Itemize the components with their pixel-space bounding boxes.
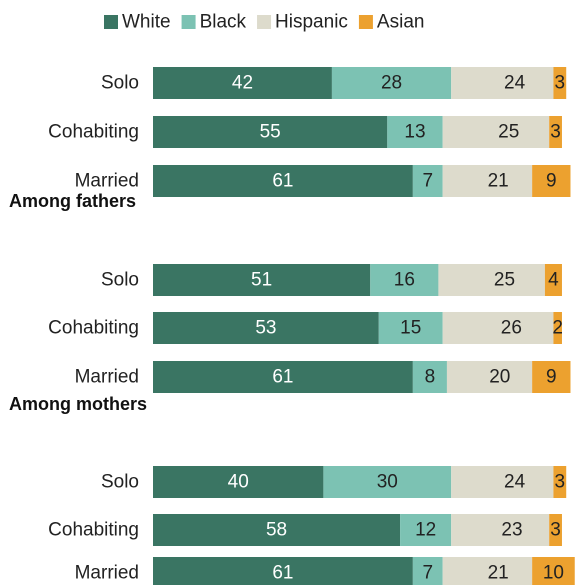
category-label-married: Married [75,563,139,584]
data-label-hispanic: 20 [489,367,510,388]
data-label-hispanic: 21 [488,563,509,584]
data-label-hispanic: 26 [501,318,522,339]
data-label-black: 8 [425,367,436,388]
data-label-black: 16 [394,270,415,291]
bar-segment-white [153,514,401,546]
data-label-white: 42 [232,73,253,94]
group-title-2: Among mothers [9,394,147,414]
data-label-hispanic: 21 [488,171,509,192]
legend-label-white: White [122,12,171,33]
group-title-1: Among fathers [9,191,136,211]
bar-segment-white [153,264,371,296]
bar-segment-hispanic [451,514,550,546]
data-label-white: 55 [260,122,281,143]
bar-segment-hispanic [442,165,533,197]
category-label-cohabiting: Cohabiting [48,520,139,541]
data-label-white: 58 [266,520,287,541]
bar-segment-asian [532,557,575,585]
legend-label-hispanic: Hispanic [275,12,348,33]
category-label-solo: Solo [101,472,139,493]
bar-segment-black [412,361,447,393]
bar-segment-asian [532,361,571,393]
bar-segment-asian [544,264,562,296]
bar-segment-white [153,165,413,197]
bar-segment-white [153,67,332,99]
data-label-hispanic: 24 [504,73,526,94]
bar-segment-asian [553,67,567,99]
bar-segment-black [331,67,452,99]
category-label-married: Married [75,171,139,192]
category-label-cohabiting: Cohabiting [48,122,139,143]
bar-segment-hispanic [442,312,554,344]
bar-segment-white [153,557,413,585]
bar-segment-asian [549,514,562,546]
data-label-asian: 3 [550,122,561,143]
bar-segment-black [400,514,452,546]
data-label-asian: 10 [543,563,564,584]
data-label-black: 30 [377,472,398,493]
legend-swatch-hispanic [257,15,272,29]
data-label-white: 53 [255,318,276,339]
bar-segment-black [412,557,443,585]
data-label-asian: 4 [548,270,559,291]
bar-segment-hispanic [446,361,533,393]
category-label-married: Married [75,367,139,388]
legend-swatch-black [181,15,196,29]
bar-segment-hispanic [451,466,554,498]
data-label-asian: 3 [555,472,566,493]
category-label-solo: Solo [101,270,139,291]
bar-segment-hispanic [438,264,545,296]
data-label-white: 61 [272,367,293,388]
bar-segment-black [378,312,443,344]
data-label-asian: 3 [550,520,561,541]
data-label-asian: 9 [546,171,557,192]
bar-segment-black [370,264,439,296]
bar-segment-asian [553,466,567,498]
data-label-black: 12 [415,520,436,541]
data-label-black: 13 [404,122,425,143]
bar-segment-white [153,116,388,148]
data-label-black: 7 [422,563,433,584]
bar-segment-hispanic [442,557,533,585]
data-label-asian: 9 [546,367,557,388]
data-label-hispanic: 25 [498,122,519,143]
category-label-cohabiting: Cohabiting [48,318,139,339]
bar-segment-asian [553,312,562,344]
bar-segment-black [412,165,443,197]
data-label-white: 61 [272,171,293,192]
bar-segment-black [387,116,443,148]
data-label-black: 15 [400,318,421,339]
data-label-black: 7 [422,171,433,192]
bar-segment-hispanic [451,67,554,99]
data-label-hispanic: 25 [494,270,515,291]
bar-segment-asian [549,116,562,148]
category-label-solo: Solo [101,73,139,94]
data-label-asian: 2 [552,318,563,339]
legend-swatch-asian [358,15,373,29]
bar-segment-hispanic [442,116,550,148]
legend-swatch-white [104,15,118,29]
bar-segment-white [153,312,379,344]
data-label-white: 61 [272,563,293,584]
data-label-white: 51 [251,270,272,291]
bar-segment-white [153,466,324,498]
bar-segment-white [153,361,413,393]
bar-segment-black [323,466,452,498]
data-label-white: 40 [228,472,249,493]
data-label-black: 28 [381,73,402,94]
data-label-asian: 3 [555,73,566,94]
data-label-hispanic: 24 [504,472,526,493]
legend-label-asian: Asian [377,12,425,33]
bar-segment-asian [532,165,571,197]
legend-label-black: Black [200,12,247,33]
data-label-hispanic: 23 [501,520,522,541]
